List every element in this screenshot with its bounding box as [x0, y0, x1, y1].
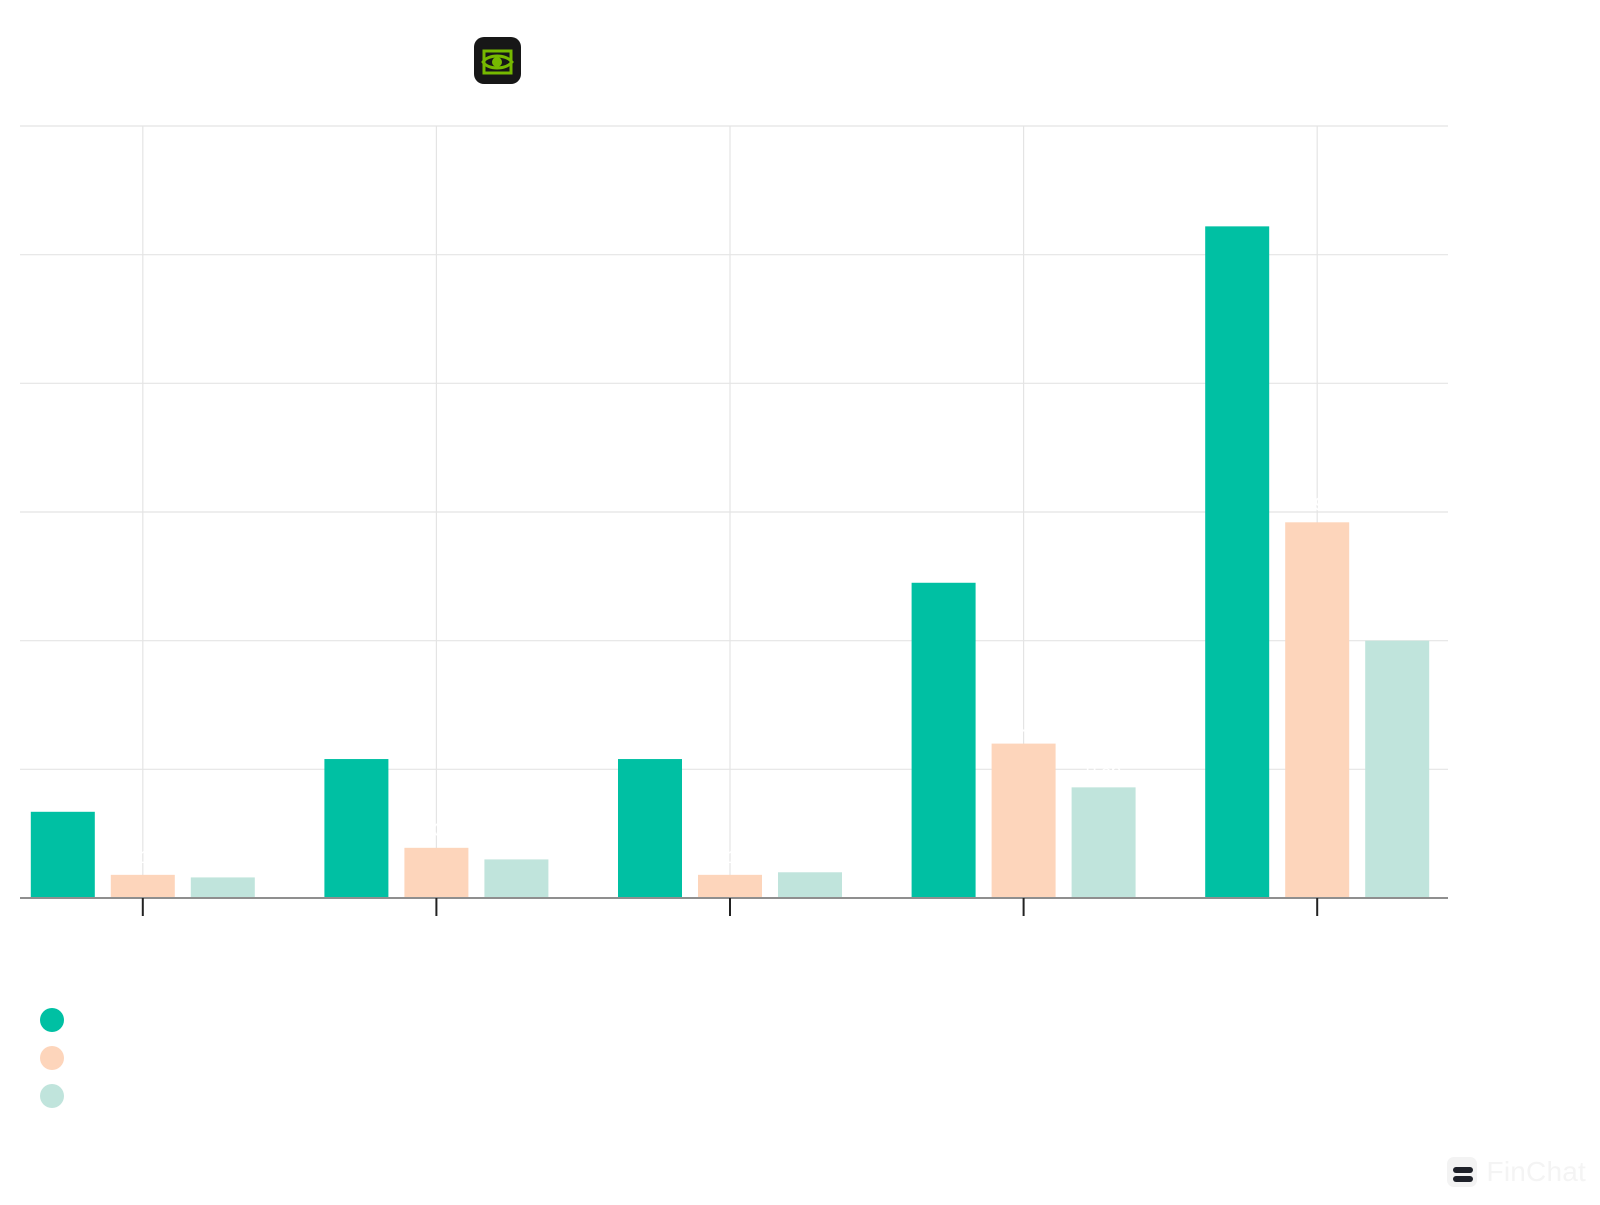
- bar-series-1-category-1: [30, 811, 95, 898]
- nvidia-logo-icon: [474, 37, 521, 84]
- brand-name: FinChat: [1486, 1156, 1586, 1187]
- data-label-series-3-category-3: 0.2: [797, 844, 822, 864]
- bar-series-1-category-5: [1205, 226, 1270, 899]
- data-label-series-3-category-5: 2: [1392, 613, 1402, 633]
- bar-series-3-category-5: [1365, 640, 1430, 898]
- bar-series-2-category-3: [698, 874, 762, 898]
- bar-series-1-category-3: [618, 759, 682, 898]
- bar-series-3-category-1: [190, 877, 255, 898]
- data-label-series-3-category-1: 0.16: [205, 849, 240, 869]
- bar-series-3-category-2: [484, 859, 549, 898]
- data-label-series-2-category-5: 2.92: [1300, 494, 1335, 514]
- bars-layer: [30, 226, 1430, 899]
- legend-swatch-series-2: [40, 1046, 64, 1070]
- data-label-series-3-category-2: 0.3: [504, 831, 529, 851]
- data-labels-layer: 0.67 1.08 1.08 2.45 5.22 0.18 0.39 0.18 1.2 2.92 0…: [45, 198, 1402, 869]
- legend-swatch-series-3: [40, 1084, 64, 1108]
- bar-series-3-category-3: [778, 872, 842, 898]
- data-label-series-2-category-1: 0.18: [125, 847, 160, 867]
- finchat-logo-icon: [1446, 1157, 1477, 1187]
- legend-swatch-series-1: [40, 1008, 64, 1032]
- bar-series-2-category-1: [110, 874, 175, 898]
- data-label-series-1-category-4: 2.45: [926, 555, 961, 575]
- bar-series-3-category-4: [1071, 787, 1136, 898]
- bar-series-1-category-4: [911, 582, 976, 898]
- data-label-series-1-category-5: 5.22: [1220, 198, 1255, 218]
- legend-item-series-3: [40, 1084, 76, 1108]
- data-label-series-2-category-4: 1.2: [1011, 716, 1036, 736]
- legend-item-series-2: [40, 1046, 76, 1070]
- legend-item-series-1: [40, 1008, 76, 1032]
- bar-series-2-category-4: [991, 743, 1056, 898]
- bar-series-1-category-2: [324, 759, 389, 898]
- legend: [40, 1008, 76, 1108]
- data-label-series-1-category-3: 1.08: [632, 731, 667, 751]
- data-label-series-1-category-1: 0.67: [45, 784, 80, 804]
- x-axis: [20, 897, 1448, 916]
- data-label-series-3-category-4: 0.86: [1086, 759, 1121, 779]
- brand-watermark: FinChat: [1446, 1156, 1586, 1188]
- data-label-series-2-category-3: 0.18: [712, 847, 747, 867]
- bar-series-2-category-5: [1285, 522, 1350, 898]
- data-label-series-2-category-2: 0.39: [419, 820, 454, 840]
- data-label-series-1-category-2: 1.08: [339, 731, 374, 751]
- bar-series-2-category-2: [404, 847, 469, 898]
